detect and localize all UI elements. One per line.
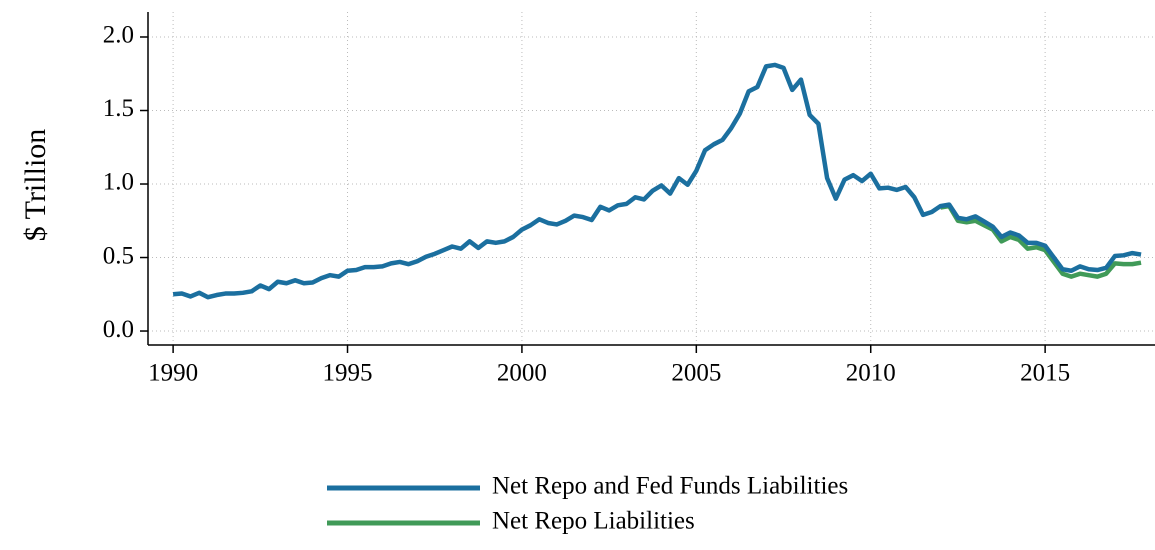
series-line <box>172 62 1142 300</box>
x-tick-label: 2015 <box>1020 360 1070 387</box>
y-tick-label: 0.0 <box>103 316 134 343</box>
y-tick-label: 2.0 <box>103 22 134 49</box>
x-tick-label: 2010 <box>846 360 896 387</box>
y-tick-label: 0.5 <box>103 242 134 269</box>
legend-label: Net Repo Liabilities <box>492 508 695 535</box>
x-tick-label: 2005 <box>671 360 721 387</box>
legend-label: Net Repo and Fed Funds Liabilities <box>492 473 848 500</box>
series-line <box>940 203 1142 279</box>
y-tick-label: 1.5 <box>103 95 134 122</box>
y-axis-label: $ Trillion <box>19 129 52 242</box>
x-tick-label: 1990 <box>148 360 198 387</box>
x-tick-label: 2000 <box>497 360 547 387</box>
x-tick-label: 1995 <box>323 360 373 387</box>
y-tick-label: 1.0 <box>103 169 134 196</box>
